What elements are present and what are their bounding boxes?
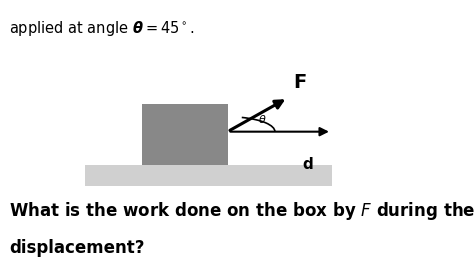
Text: displacement?: displacement?: [9, 239, 145, 257]
Text: applied at angle $\boldsymbol{\theta} = 45^\circ$.: applied at angle $\boldsymbol{\theta} = …: [9, 19, 195, 38]
Bar: [142, 104, 228, 165]
Text: $\theta$: $\theta$: [258, 113, 267, 125]
Text: $\mathbf{d}$: $\mathbf{d}$: [302, 156, 314, 172]
Text: $\mathbf{F}$: $\mathbf{F}$: [292, 73, 306, 93]
Bar: [85, 165, 332, 186]
Text: What is the work done on the box by $\mathit{F}$ during the: What is the work done on the box by $\ma…: [9, 200, 474, 222]
